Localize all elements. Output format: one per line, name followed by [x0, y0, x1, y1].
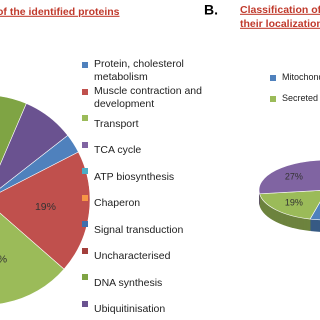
- legend-swatch: [82, 300, 88, 307]
- data-label: 27%: [285, 171, 303, 181]
- legend-label: Ubiquitinisation: [94, 303, 166, 316]
- data-label: 19%: [35, 201, 56, 213]
- slice: [0, 151, 91, 270]
- legend-swatch: [82, 247, 88, 254]
- legend-item: Mitochond: [270, 67, 320, 88]
- legend: Protein, cholesterol metabolism Muscle co…: [82, 58, 214, 320]
- data-label: 19%: [285, 197, 303, 207]
- slice: [258, 159, 320, 195]
- legend-item: TCA cycle: [82, 138, 214, 165]
- legend-item: Transport: [82, 111, 214, 138]
- legend-label: Protein, cholesterol metabolism: [94, 58, 184, 84]
- slice: [0, 212, 65, 305]
- chart-title: their localization: [240, 18, 320, 30]
- legend-swatch: [82, 115, 88, 121]
- legend-label: TCA cycle: [94, 144, 142, 157]
- chart-title: Classification of: [240, 4, 320, 16]
- legend-label: ATP biosynthesis: [94, 170, 175, 183]
- legend-swatch: [82, 88, 88, 95]
- legend-label: Signal transduction: [94, 223, 184, 236]
- legend-label: Muscle contraction and development: [94, 84, 202, 110]
- legend-item: ATP biosynthesis: [82, 164, 214, 191]
- slice: [0, 103, 69, 189]
- legend-swatch: [82, 194, 88, 201]
- legend-label: Secreted: [282, 93, 319, 103]
- legend-label: Chaperon: [94, 197, 141, 210]
- legend-item: Secreted: [270, 88, 320, 109]
- legend-swatch: [270, 74, 276, 81]
- legend-swatch: [270, 95, 276, 102]
- legend-item: Muscle contraction and development: [82, 85, 214, 112]
- legend-label: DNA synthesis: [94, 276, 163, 289]
- legend-item: Signal transduction: [82, 217, 214, 244]
- legend-item: Chaperon: [82, 191, 214, 218]
- data-label: 21%: [0, 254, 7, 266]
- legend-item: Protein, cholesterol metabolism: [82, 58, 214, 85]
- legend-label: Mitochond: [282, 72, 320, 82]
- legend-swatch: [82, 141, 88, 148]
- legend-item: Ubiquitinisation: [82, 297, 214, 320]
- panel-label: B.: [204, 2, 218, 18]
- legend-swatch: [82, 221, 88, 227]
- legend-swatch: [82, 62, 88, 68]
- legend-item: DNA synthesis: [82, 270, 214, 297]
- legend-label: Transport: [94, 117, 139, 130]
- legend-swatch: [82, 168, 88, 174]
- legend-swatch: [82, 274, 88, 280]
- slice: [259, 190, 320, 220]
- legend-label: Uncharacterised: [94, 250, 171, 263]
- chart-title: of the identified proteins: [0, 6, 120, 18]
- legend: Mitochond Secreted: [270, 67, 320, 109]
- legend-item: Uncharacterised: [82, 244, 214, 271]
